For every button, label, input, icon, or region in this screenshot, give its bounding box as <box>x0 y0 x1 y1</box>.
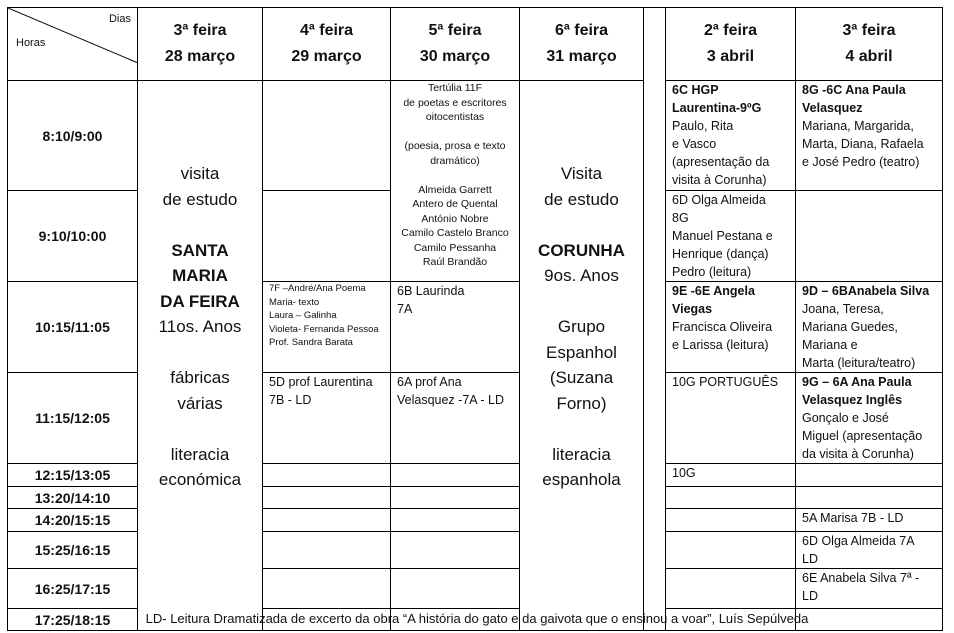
session-cell: 6E Anabela Silva 7ª - LD <box>795 568 943 609</box>
empty-cell <box>795 190 943 282</box>
time-slot: 13:20/14:10 <box>7 486 138 509</box>
day-header: 2ª feira 3 abril <box>665 7 796 81</box>
dias-label: Dias <box>108 13 131 25</box>
session-cell: 6A prof Ana Velasquez -7A - LD <box>390 372 520 464</box>
session-cell: 5A Marisa 7B - LD <box>795 508 943 532</box>
session-cell: 8G -6C Ana Paula Velasquez Mariana, Marga… <box>795 80 943 191</box>
day-header: 5ª feira 30 março <box>390 7 520 81</box>
visit-corunha: Visita de estudo CORUNHA 9os. Anos Grupo… <box>519 80 644 631</box>
session-cell: 9E -6E Angela Viegas Francisca Oliveira e… <box>665 281 796 373</box>
session-cell: 6D Olga Almeida 8G Manuel Pestana e Henr… <box>665 190 796 282</box>
session-cell: 9G – 6A Ana Paula Velasquez Inglês Gonçal… <box>795 372 943 464</box>
spacer-column <box>643 7 666 631</box>
time-slot: 15:25/16:15 <box>7 531 138 569</box>
day-header: 4ª feira 29 março <box>262 7 391 81</box>
schedule-table: Dias Horas 3ª feira 28 março 4ª feira 29 m… <box>7 7 943 631</box>
time-slot: 17:25/18:15 <box>7 608 138 631</box>
session-cell: 10G PORTUGUÊS <box>665 372 796 464</box>
empty-cell <box>262 80 391 191</box>
header-row: Dias Horas 3ª feira 28 março 4ª feira 29 m… <box>7 7 943 631</box>
diagonal-divider <box>8 8 137 63</box>
day-header: 6ª feira 31 março <box>519 7 644 81</box>
visit-santa-maria-feira: visita de estudo SANTA MARIA DA FEIRA 11… <box>137 80 263 631</box>
corner-cell: Dias Horas <box>7 7 138 81</box>
time-slot: 9:10/10:00 <box>7 190 138 282</box>
time-slot: 8:10/9:00 <box>7 80 138 191</box>
session-cell: 10G <box>665 463 796 487</box>
time-slot: 12:15/13:05 <box>7 463 138 487</box>
footnote: LD- Leitura Dramatizada de excerto da ob… <box>145 611 809 626</box>
time-slot: 14:20/15:15 <box>7 508 138 532</box>
session-cell: 9D – 6BAnabela Silva Joana, Teresa, Maria… <box>795 281 943 373</box>
time-slot: 11:15/12:05 <box>7 372 138 464</box>
tertulia-cell: Tertúlia 11F de poetas e escritores oito… <box>390 80 520 282</box>
session-cell: 6C HGP Laurentina-9ºG Paulo, Rita e Vasco… <box>665 80 796 191</box>
time-slot: 10:15/11:05 <box>7 281 138 373</box>
day-header: 3ª feira 4 abril <box>795 7 943 81</box>
horas-label: Horas <box>16 37 46 49</box>
session-cell: 6D Olga Almeida 7A LD <box>795 531 943 569</box>
session-cell: 7F –André/Ana Poema Maria- texto Laura –… <box>262 281 391 373</box>
session-cell: 5D prof Laurentina 7B - LD <box>262 372 391 464</box>
day-header: 3ª feira 28 março <box>137 7 263 81</box>
empty-cell <box>262 190 391 282</box>
time-slot: 16:25/17:15 <box>7 568 138 609</box>
session-cell: 6B Laurinda 7A <box>390 281 520 373</box>
